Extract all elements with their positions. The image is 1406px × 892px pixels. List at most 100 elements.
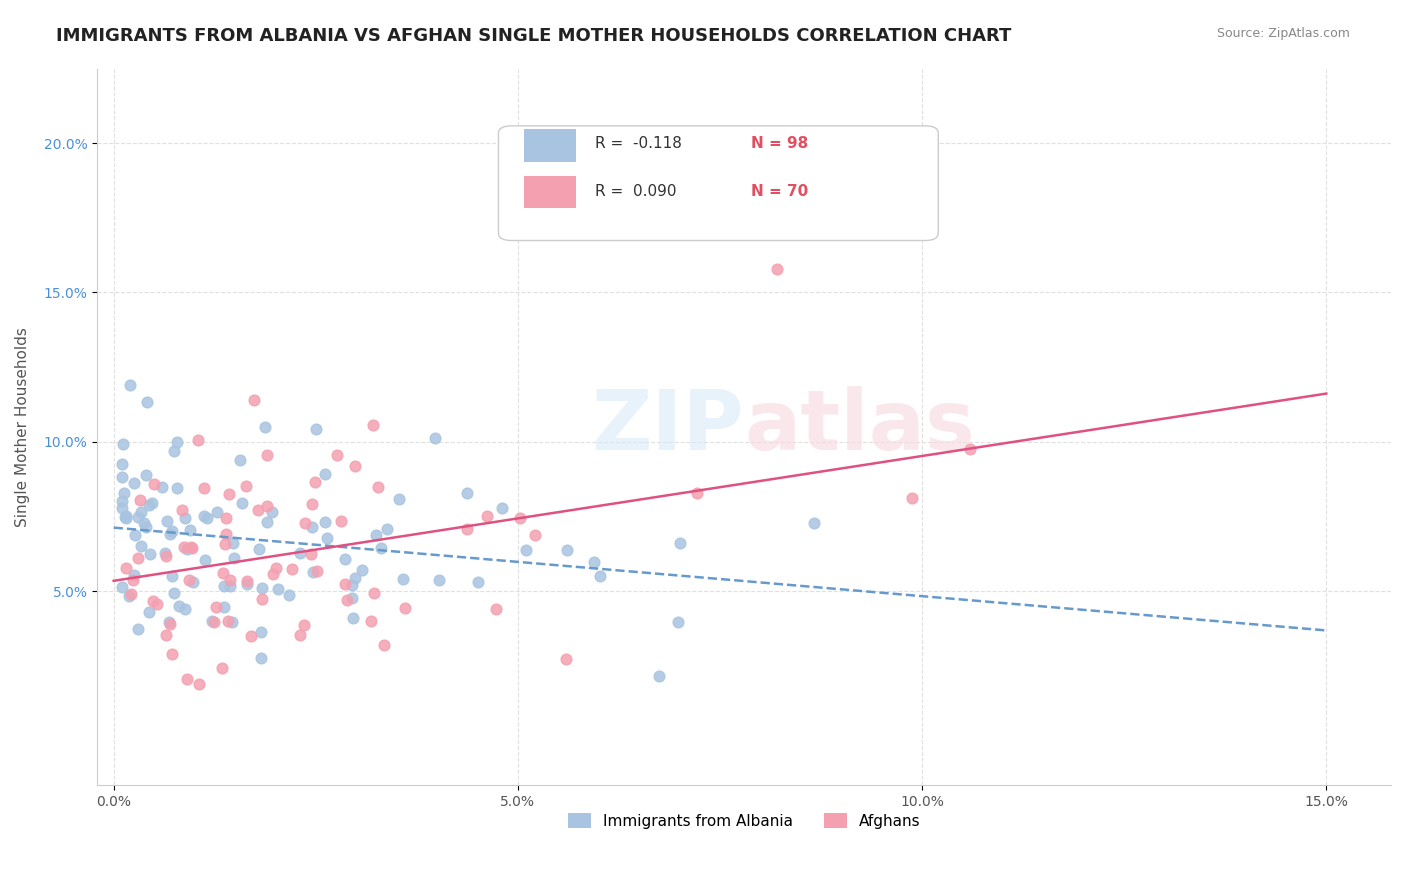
- Text: R =  0.090: R = 0.090: [596, 185, 676, 199]
- Text: Source: ZipAtlas.com: Source: ZipAtlas.com: [1216, 27, 1350, 40]
- Immigrants from Albania: [301, 566, 323, 580]
- Immigrants from Albania: [370, 541, 392, 555]
- Immigrants from Albania: [132, 516, 155, 530]
- Immigrants from Albania: [427, 574, 450, 588]
- Immigrants from Albania: [138, 498, 160, 512]
- Afghans: [456, 522, 478, 536]
- Immigrants from Albania: [114, 509, 136, 524]
- Immigrants from Albania: [127, 510, 149, 524]
- Afghans: [509, 510, 531, 524]
- Afghans: [256, 448, 278, 462]
- Immigrants from Albania: [247, 541, 270, 556]
- Immigrants from Albania: [256, 515, 278, 529]
- Afghans: [235, 479, 257, 493]
- Immigrants from Albania: [201, 615, 224, 629]
- Afghans: [202, 615, 225, 630]
- Immigrants from Albania: [194, 553, 217, 567]
- Afghans: [142, 593, 165, 607]
- Afghans: [256, 499, 278, 513]
- Afghans: [173, 540, 195, 554]
- Text: ZIP: ZIP: [592, 386, 744, 467]
- Immigrants from Albania: [197, 511, 219, 525]
- Immigrants from Albania: [491, 500, 513, 515]
- Afghans: [475, 509, 498, 524]
- Immigrants from Albania: [174, 601, 197, 615]
- Afghans: [343, 458, 366, 473]
- Immigrants from Albania: [212, 579, 235, 593]
- Afghans: [361, 418, 384, 433]
- Afghans: [305, 564, 328, 578]
- FancyBboxPatch shape: [524, 176, 576, 208]
- Afghans: [243, 392, 266, 407]
- Immigrants from Albania: [304, 422, 326, 436]
- Afghans: [205, 599, 228, 614]
- Immigrants from Albania: [340, 578, 363, 592]
- Immigrants from Albania: [515, 543, 537, 558]
- Afghans: [160, 648, 183, 662]
- Immigrants from Albania: [129, 539, 152, 553]
- Afghans: [304, 475, 326, 489]
- Immigrants from Albania: [352, 563, 374, 577]
- Immigrants from Albania: [135, 520, 157, 534]
- Immigrants from Albania: [111, 470, 134, 484]
- Legend: Immigrants from Albania, Afghans: Immigrants from Albania, Afghans: [562, 806, 927, 835]
- Afghans: [250, 591, 273, 606]
- Afghans: [128, 492, 150, 507]
- Afghans: [193, 482, 215, 496]
- Immigrants from Albania: [236, 576, 259, 591]
- Afghans: [211, 566, 233, 580]
- Afghans: [240, 630, 263, 644]
- Afghans: [336, 593, 359, 607]
- Afghans: [215, 526, 238, 541]
- Immigrants from Albania: [231, 496, 253, 510]
- Immigrants from Albania: [315, 531, 337, 545]
- Immigrants from Albania: [260, 505, 283, 519]
- Immigrants from Albania: [193, 508, 215, 523]
- Immigrants from Albania: [163, 586, 186, 600]
- Immigrants from Albania: [162, 569, 184, 583]
- Immigrants from Albania: [166, 435, 188, 450]
- Immigrants from Albania: [124, 527, 146, 541]
- Afghans: [146, 598, 169, 612]
- Afghans: [155, 627, 177, 641]
- Immigrants from Albania: [267, 582, 290, 597]
- Immigrants from Albania: [115, 511, 138, 525]
- Immigrants from Albania: [167, 599, 190, 613]
- Immigrants from Albania: [314, 516, 336, 530]
- Immigrants from Albania: [163, 443, 186, 458]
- Immigrants from Albania: [253, 420, 276, 434]
- Afghans: [367, 480, 389, 494]
- Immigrants from Albania: [583, 555, 606, 569]
- Immigrants from Albania: [115, 509, 138, 524]
- Immigrants from Albania: [112, 436, 135, 450]
- Immigrants from Albania: [120, 378, 142, 392]
- Immigrants from Albania: [162, 524, 184, 538]
- Immigrants from Albania: [364, 528, 387, 542]
- Afghans: [299, 547, 322, 561]
- Afghans: [215, 511, 238, 525]
- Immigrants from Albania: [456, 486, 478, 500]
- Afghans: [686, 485, 709, 500]
- Afghans: [765, 261, 787, 276]
- Immigrants from Albania: [181, 575, 204, 590]
- Immigrants from Albania: [342, 611, 364, 625]
- Immigrants from Albania: [111, 580, 134, 594]
- Immigrants from Albania: [555, 543, 578, 558]
- Immigrants from Albania: [159, 527, 181, 541]
- Afghans: [180, 540, 202, 554]
- Afghans: [959, 442, 981, 456]
- Afghans: [262, 566, 284, 581]
- Afghans: [214, 537, 236, 551]
- Immigrants from Albania: [166, 481, 188, 495]
- Afghans: [122, 574, 145, 588]
- Immigrants from Albania: [229, 453, 252, 467]
- Text: N = 70: N = 70: [751, 185, 808, 199]
- Immigrants from Albania: [425, 431, 447, 445]
- Immigrants from Albania: [138, 605, 160, 619]
- Afghans: [170, 503, 193, 517]
- Afghans: [485, 602, 508, 616]
- Afghans: [360, 615, 382, 629]
- Immigrants from Albania: [111, 457, 134, 471]
- Immigrants from Albania: [111, 500, 134, 515]
- Immigrants from Albania: [222, 550, 245, 565]
